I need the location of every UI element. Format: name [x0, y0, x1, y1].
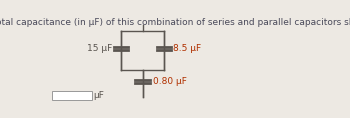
FancyBboxPatch shape [51, 91, 92, 100]
Text: 15 μF: 15 μF [87, 44, 112, 53]
Text: 8.5 μF: 8.5 μF [173, 44, 201, 53]
Text: 0.80 μF: 0.80 μF [153, 77, 187, 86]
Text: μF: μF [93, 91, 104, 100]
Text: Find the total capacitance (in μF) of this combination of series and parallel ca: Find the total capacitance (in μF) of th… [0, 18, 350, 27]
